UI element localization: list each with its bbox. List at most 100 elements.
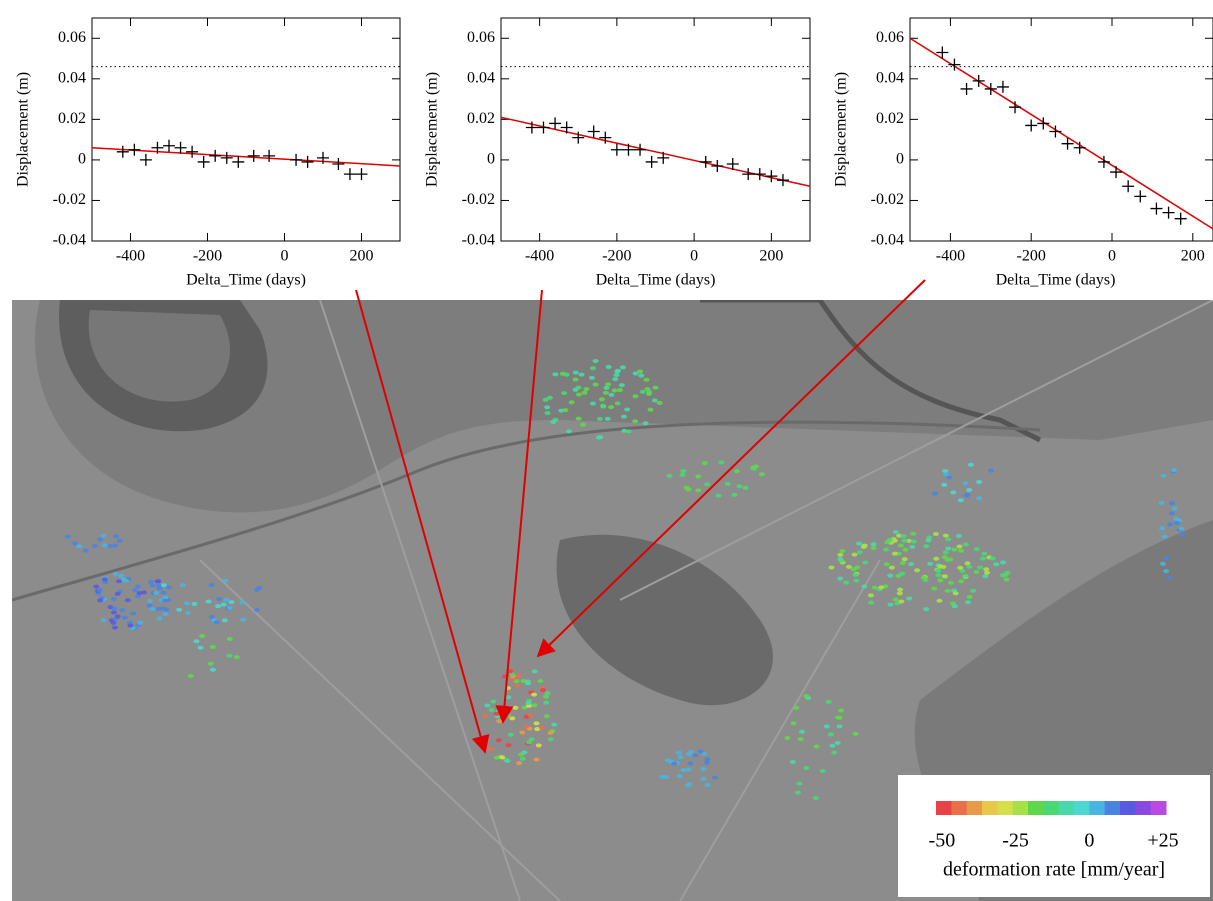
map-dot — [590, 402, 596, 406]
map-dot — [968, 463, 974, 467]
map-dot — [604, 386, 610, 390]
map-dot — [184, 601, 190, 605]
map-dot — [956, 534, 962, 538]
map-dot — [957, 545, 963, 549]
map-dot — [947, 557, 953, 561]
map-dot — [676, 751, 682, 755]
map-dot — [505, 713, 511, 717]
map-dot — [1004, 578, 1010, 582]
map-dot — [948, 581, 954, 585]
map-dot — [828, 732, 834, 736]
map-dot — [536, 743, 542, 747]
x-tick-label: -200 — [193, 248, 222, 265]
map-dot — [943, 472, 949, 476]
map-dot — [512, 706, 518, 710]
map-dot — [902, 539, 908, 543]
map-dot — [516, 674, 522, 678]
map-dot — [835, 716, 841, 720]
map-dot — [1005, 571, 1011, 575]
map-dot — [909, 545, 915, 549]
map-dot — [620, 365, 626, 369]
map-dot — [132, 588, 138, 592]
map-dot — [185, 611, 191, 615]
map-dot — [965, 561, 971, 565]
map-dot — [937, 564, 943, 568]
colorbar-swatch — [1074, 801, 1090, 815]
x-axis-label: Delta_Time (days) — [596, 272, 716, 289]
map-dot — [606, 365, 612, 369]
map-dot — [1169, 511, 1175, 515]
y-tick-label: 0.02 — [58, 110, 86, 127]
map-dot — [861, 584, 867, 588]
map-dot — [1174, 521, 1180, 525]
map-dot — [900, 534, 906, 538]
map-dot — [852, 553, 858, 557]
map-dot — [945, 537, 951, 541]
map-dot — [923, 607, 929, 611]
map-dot — [533, 721, 539, 725]
map-dot — [942, 555, 948, 559]
map-dot — [223, 598, 229, 602]
y-tick-label: 0.06 — [58, 29, 86, 46]
map-dot — [803, 766, 809, 770]
map-dot — [698, 749, 704, 753]
map-dot — [496, 719, 502, 723]
map-dot — [163, 608, 169, 612]
map-dot — [684, 486, 690, 490]
map-dot — [1159, 501, 1165, 505]
x-tick-label: 0 — [690, 248, 698, 265]
map-dot — [884, 562, 890, 566]
map-dot — [921, 576, 927, 580]
map-dot — [150, 583, 156, 587]
map-dot — [750, 466, 756, 470]
colorbar-swatch — [1120, 801, 1136, 815]
map-dot — [489, 708, 495, 712]
map-dot — [1171, 468, 1177, 472]
y-tick-label: 0.04 — [467, 69, 495, 86]
colorbar-swatch — [1089, 801, 1105, 815]
map-dot — [137, 621, 143, 625]
map-dot — [1166, 576, 1172, 580]
map-dot — [515, 683, 521, 687]
map-dot — [579, 373, 585, 377]
map-dot — [222, 618, 228, 622]
map-dot — [941, 483, 947, 487]
colorbar-swatch — [1013, 801, 1029, 815]
map-dot — [162, 599, 168, 603]
map-dot — [504, 759, 510, 763]
map-dot — [936, 599, 942, 603]
map-dot — [573, 371, 579, 375]
map-dot — [209, 583, 215, 587]
map-dot — [209, 615, 215, 619]
map-dot — [646, 392, 652, 396]
map-dot — [1174, 517, 1180, 521]
map-dot — [576, 417, 582, 421]
page: {"chart_data": [ {"type": "scatter", "xl… — [0, 0, 1213, 901]
x-tick-label: -400 — [936, 248, 965, 265]
map-dot — [97, 588, 103, 592]
map-dot — [576, 393, 582, 397]
map-dot — [484, 703, 490, 707]
map-dot — [544, 714, 550, 718]
map-dot — [161, 583, 167, 587]
map-dot — [892, 552, 898, 556]
map-dot — [599, 397, 605, 401]
map-dot — [191, 602, 197, 606]
map-dot — [743, 486, 749, 490]
map-dot — [790, 760, 796, 764]
map-dot — [603, 391, 609, 395]
map-dot — [162, 612, 168, 616]
map-dot — [240, 618, 246, 622]
map-dot — [1163, 569, 1169, 573]
map-dot — [615, 369, 621, 373]
map-dot — [974, 547, 980, 551]
map-dot — [626, 429, 632, 433]
map-dot — [897, 591, 903, 595]
map-dot — [963, 542, 969, 546]
map-dot — [889, 566, 895, 570]
map-dot — [113, 534, 119, 538]
map-dot — [596, 436, 602, 440]
map-dot — [560, 372, 566, 376]
map-dot — [112, 626, 118, 630]
map-dot — [977, 565, 983, 569]
